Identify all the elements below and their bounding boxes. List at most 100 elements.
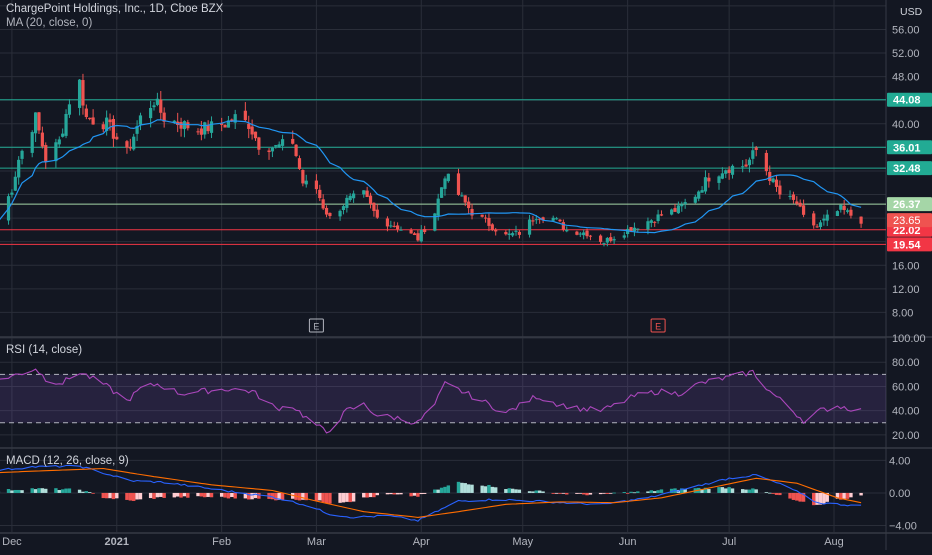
candle-body — [420, 230, 423, 241]
candle-body — [156, 99, 159, 105]
macd-histogram-bar — [409, 493, 412, 496]
macd-histogram-bar — [34, 489, 37, 493]
macd-histogram-bar — [798, 493, 801, 502]
macd-histogram-bar — [102, 493, 105, 498]
macd-histogram-bar — [328, 493, 331, 504]
macd-histogram-bar — [88, 492, 91, 493]
macd-histogram-bar — [721, 487, 724, 493]
price-level-label: 19.54 — [893, 239, 921, 251]
candle-body — [345, 198, 348, 208]
macd-histogram-bar — [139, 493, 142, 499]
candle-body — [802, 205, 805, 215]
rsi-tick-label: 40.00 — [892, 406, 920, 418]
macd-histogram-bar — [132, 493, 135, 501]
candle-body — [349, 196, 352, 200]
candle-body — [839, 205, 842, 210]
macd-histogram-bar — [129, 493, 132, 501]
macd-histogram-bar — [741, 489, 744, 493]
candle-body — [437, 199, 440, 216]
candle-body — [508, 234, 511, 235]
macd-histogram-bar — [112, 493, 115, 499]
macd-histogram-bar — [64, 489, 67, 493]
macd-histogram-bar — [660, 489, 663, 493]
macd-histogram-bar — [504, 489, 507, 493]
macd-histogram-bar — [528, 491, 531, 493]
macd-histogram-bar — [210, 493, 213, 497]
macd-histogram-bar — [416, 493, 419, 497]
candle-body — [528, 220, 531, 235]
macd-histogram-bar — [436, 490, 439, 493]
macd-histogram-bar — [440, 488, 443, 493]
candle-body — [152, 105, 155, 107]
macd-histogram-bar — [531, 491, 534, 493]
last-price-label: 23.65 — [893, 215, 921, 227]
macd-histogram-bar — [575, 493, 578, 494]
macd-histogram-bar — [68, 488, 71, 492]
rsi-legend: RSI (14, close) — [6, 344, 82, 356]
macd-legend: MACD (12, 26, close, 9) — [6, 455, 129, 467]
candle-body — [504, 232, 507, 234]
macd-histogram-bar — [54, 488, 57, 493]
macd-histogram-bar — [565, 493, 568, 495]
macd-histogram-bar — [491, 487, 494, 493]
macd-histogram-bar — [399, 493, 402, 494]
candle-body — [399, 230, 402, 231]
time-tick-label: Jul — [722, 536, 736, 548]
macd-histogram-bar — [599, 493, 602, 494]
macd-histogram-bar — [376, 493, 379, 495]
candle-body — [61, 134, 64, 137]
candle-body — [464, 195, 467, 202]
macd-histogram-bar — [105, 493, 108, 498]
macd-histogram-bar — [58, 490, 61, 493]
candle-body — [132, 137, 135, 150]
price-level-label: 26.37 — [893, 199, 921, 211]
candle-body — [741, 166, 744, 167]
candle-body — [859, 217, 862, 224]
macd-histogram-bar — [558, 493, 561, 494]
candle-body — [81, 80, 84, 105]
candle-body — [68, 104, 71, 114]
candle-body — [721, 173, 724, 178]
candle-body — [257, 137, 260, 149]
macd-histogram-bar — [731, 488, 734, 493]
chart-legend: ChargePoint Holdings, Inc., 1D, Cboe BZX… — [6, 3, 223, 29]
candle-body — [768, 172, 771, 181]
macd-histogram-bar — [717, 487, 720, 493]
earnings-marker-label: E — [655, 322, 661, 332]
candle-body — [112, 119, 115, 139]
price-tick-label: 16.00 — [892, 260, 920, 272]
time-tick-label: Jun — [619, 536, 637, 548]
candle-body — [10, 193, 13, 195]
macd-histogram-bar — [200, 493, 203, 497]
candle-body — [565, 230, 568, 231]
candle-body — [704, 177, 707, 191]
macd-tick-label: −4.00 — [889, 520, 917, 532]
candle-body — [37, 112, 40, 130]
macd-histogram-bar — [480, 486, 483, 493]
macd-histogram-bar — [365, 493, 368, 498]
candle-body — [186, 122, 189, 128]
candle-body — [816, 226, 819, 227]
candle-body — [849, 210, 852, 216]
candle-body — [623, 235, 626, 237]
macd-histogram-bar — [206, 493, 209, 497]
macd-histogram-bar — [812, 493, 815, 505]
macd-histogram-bar — [220, 493, 223, 497]
macd-histogram-bar — [457, 482, 460, 493]
candle-body — [748, 160, 751, 165]
price-tick-label: 56.00 — [892, 24, 920, 36]
macd-histogram-bar — [589, 493, 592, 495]
macd-histogram-bar — [555, 493, 558, 494]
candle-body — [322, 199, 325, 208]
candle-body — [447, 174, 450, 181]
candle-body — [755, 148, 758, 150]
candle-body — [362, 190, 365, 194]
macd-histogram-bar — [342, 493, 345, 502]
candle-body — [731, 166, 734, 175]
price-level-label: 32.48 — [893, 163, 921, 175]
price-tick-label: 52.00 — [892, 48, 920, 60]
rsi-tick-label: 100.00 — [892, 333, 926, 345]
